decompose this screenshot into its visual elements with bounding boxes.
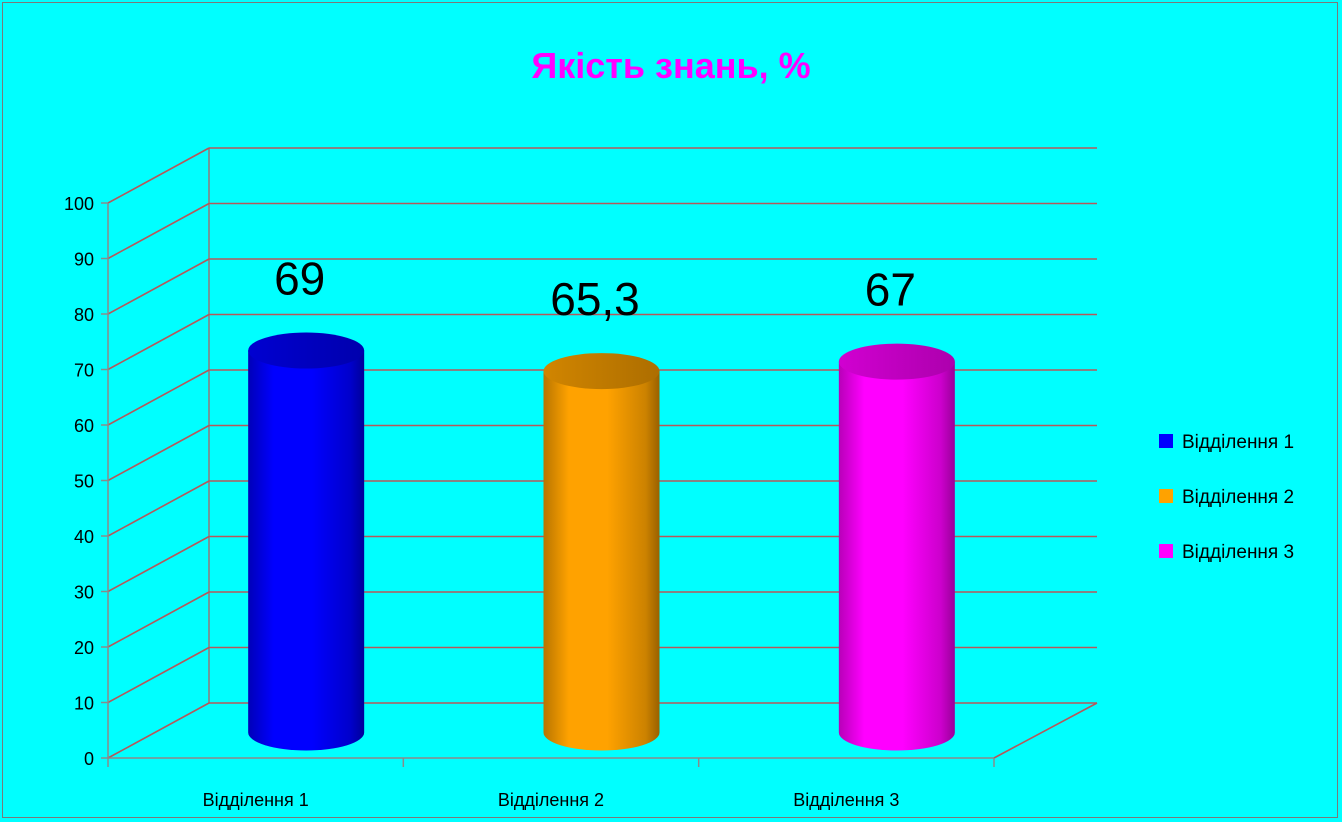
side-wall-line — [107, 258, 210, 315]
side-wall-line — [107, 591, 210, 648]
x-tick-label: Відділення 2 — [498, 790, 604, 810]
side-wall-line — [107, 313, 210, 371]
bar-top — [838, 343, 955, 380]
floor-edge — [993, 702, 1098, 759]
legend-label: Відділення 1 — [1182, 432, 1294, 453]
bar — [838, 343, 955, 751]
data-label: 67 — [865, 264, 916, 316]
y-tick-label: 30 — [74, 583, 94, 603]
legend-swatch — [1159, 434, 1173, 448]
x-tick-label: Відділення 3 — [793, 790, 899, 810]
bar-body — [838, 361, 955, 751]
axes: 0 10 20 30 40 50 60 70 80 90 100 Відділення 1 Відділ… — [64, 194, 995, 810]
y-tick-label: 80 — [74, 305, 94, 325]
side-wall-line — [107, 480, 210, 537]
side-wall-line — [107, 424, 210, 482]
bar — [248, 332, 365, 751]
bar-body — [248, 350, 365, 751]
y-tick-label: 40 — [74, 527, 94, 547]
y-tick-label: 20 — [74, 638, 94, 658]
chart-title: Якість знань, % — [531, 45, 810, 86]
side-wall-line — [107, 202, 210, 260]
x-tick-label: Відділення 1 — [203, 790, 309, 810]
bars — [248, 332, 955, 751]
y-tick-label: 60 — [74, 416, 94, 436]
legend-item: Відділення 2 — [1159, 487, 1294, 508]
legend-swatch — [1159, 544, 1173, 558]
side-wall-line — [107, 646, 210, 704]
data-label: 65,3 — [550, 273, 640, 325]
y-tick-label: 0 — [84, 749, 94, 769]
bar-top — [248, 332, 365, 369]
side-wall-line — [107, 535, 210, 593]
side-wall-line — [107, 369, 210, 426]
side-wall-line — [107, 702, 210, 759]
bar-body — [543, 371, 660, 751]
y-tick-label: 10 — [74, 694, 94, 714]
side-wall-line — [107, 147, 210, 204]
legend-item: Відділення 3 — [1159, 542, 1294, 563]
bar-top — [543, 353, 660, 390]
legend-label: Відділення 3 — [1182, 542, 1294, 563]
bar — [543, 353, 660, 751]
y-tick-label: 50 — [74, 472, 94, 492]
legend: Відділення 1 Відділення 2 Відділення 3 — [1159, 432, 1294, 563]
data-labels: 69 65,3 67 — [274, 253, 916, 326]
y-tick-label: 70 — [74, 361, 94, 381]
legend-item: Відділення 1 — [1159, 432, 1294, 453]
y-tick-label: 100 — [64, 194, 94, 214]
data-label: 69 — [274, 253, 325, 305]
legend-label: Відділення 2 — [1182, 487, 1294, 508]
legend-swatch — [1159, 489, 1173, 503]
y-tick-label: 90 — [74, 250, 94, 270]
